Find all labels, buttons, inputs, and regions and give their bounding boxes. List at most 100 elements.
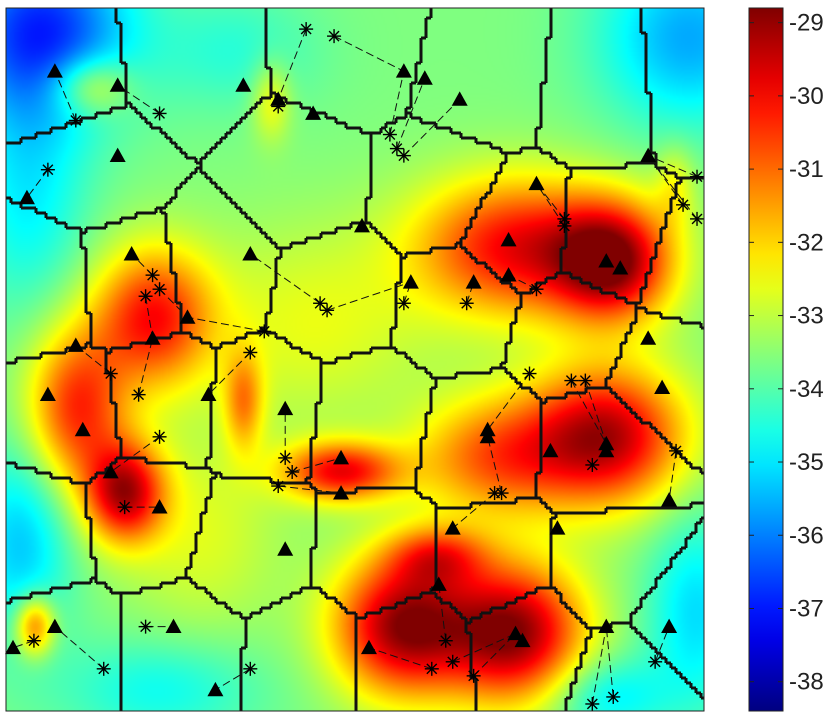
triangle-marker	[67, 337, 84, 352]
connection-line	[326, 281, 411, 311]
connection-line	[208, 352, 251, 396]
triangle-marker	[4, 639, 21, 655]
triangle-marker	[207, 681, 224, 697]
colorbar-tick-label: -38	[789, 669, 824, 696]
asterisk-marker	[445, 654, 460, 669]
connection-line	[647, 155, 698, 220]
asterisk-marker	[243, 345, 258, 360]
asterisk-marker	[522, 366, 537, 381]
triangle-marker	[144, 330, 161, 345]
asterisk-marker	[606, 689, 621, 704]
connection-line	[584, 380, 607, 445]
asterisk-marker	[424, 661, 439, 676]
triangle-marker	[353, 217, 370, 233]
triangle-marker	[444, 520, 461, 535]
triangle-marker	[123, 246, 140, 261]
colorbar-tick-label: -29	[789, 10, 824, 37]
triangle-marker	[200, 386, 217, 402]
asterisk-marker	[26, 633, 41, 648]
connection-line	[647, 155, 698, 178]
asterisk-marker	[96, 661, 111, 676]
asterisk-marker	[564, 373, 579, 388]
triangle-marker	[640, 330, 657, 345]
plot-frame	[5, 7, 705, 712]
connection-line	[570, 380, 607, 445]
colorbar: -29 -30 -31 -32 -33 -34 -35 -36 -37 -38	[748, 7, 824, 712]
asterisk-marker	[243, 661, 258, 676]
asterisk-marker	[557, 218, 572, 233]
asterisk-marker	[103, 366, 118, 381]
triangle-marker	[661, 618, 678, 634]
triangle-marker	[235, 77, 252, 92]
colorbar-tick-label: -30	[789, 83, 824, 110]
triangle-marker	[333, 485, 350, 500]
triangle-marker	[165, 618, 182, 634]
triangle-marker	[598, 442, 615, 458]
asterisk-marker	[138, 619, 153, 634]
plot-area	[4, 7, 705, 712]
connection-line	[647, 155, 684, 206]
connection-line	[389, 71, 405, 135]
triangle-marker	[360, 639, 377, 655]
triangle-marker	[465, 274, 482, 289]
asterisk-marker	[585, 696, 600, 711]
markers	[4, 22, 705, 711]
asterisk-marker	[690, 211, 705, 226]
triangle-marker	[305, 105, 322, 120]
colorbar-tick-label: -35	[789, 449, 824, 476]
triangle-marker	[612, 260, 629, 275]
asterisk-marker	[271, 479, 286, 494]
asterisk-marker	[285, 464, 300, 479]
asterisk-marker	[138, 289, 153, 304]
colorbar-tick-label: -32	[789, 229, 824, 256]
asterisk-marker	[396, 296, 411, 311]
triangle-marker	[46, 618, 63, 634]
asterisk-marker	[529, 282, 544, 297]
colorbar-ticks: -29 -30 -31 -32 -33 -34 -35 -36 -37 -38	[749, 10, 824, 696]
asterisk-marker	[152, 106, 167, 121]
connection-line	[473, 633, 516, 677]
colorbar-tick-label: -33	[789, 303, 824, 330]
triangle-marker	[542, 442, 559, 458]
connection-line	[54, 626, 105, 670]
triangle-marker	[416, 70, 433, 85]
voronoi-boundaries	[6, 8, 704, 711]
colorbar-gradient	[749, 8, 783, 711]
triangle-marker	[598, 253, 615, 268]
connection-line	[145, 296, 154, 339]
triangle-marker	[151, 499, 168, 514]
asterisk-marker	[299, 22, 314, 37]
asterisk-marker	[320, 303, 335, 318]
colorbar-frame	[748, 7, 784, 712]
asterisk-marker	[585, 457, 600, 472]
triangle-marker	[102, 463, 119, 479]
connection-line	[403, 99, 461, 156]
connection-line	[452, 492, 495, 529]
connection-line	[668, 450, 677, 501]
triangle-marker	[661, 492, 678, 507]
asterisk-marker	[382, 127, 397, 142]
asterisk-marker	[578, 373, 593, 388]
triangle-marker	[479, 421, 496, 437]
triangle-marker	[277, 541, 294, 556]
triangle-marker	[402, 274, 419, 289]
asterisk-marker	[669, 443, 684, 458]
triangle-marker	[514, 632, 531, 648]
colorbar-tick-label: -36	[789, 522, 824, 549]
connection-line	[54, 71, 77, 121]
triangle-marker	[18, 189, 35, 205]
asterisk-marker	[68, 113, 83, 128]
connection-line	[187, 316, 265, 332]
asterisk-marker	[40, 162, 55, 177]
connection-line	[215, 668, 251, 691]
connection-line	[277, 28, 307, 100]
asterisk-marker	[389, 141, 404, 156]
connection-line	[278, 485, 342, 494]
triangle-marker	[109, 77, 126, 92]
asterisk-marker	[131, 387, 146, 402]
asterisk-marker	[152, 429, 167, 444]
triangle-marker	[74, 421, 91, 437]
triangle-marker	[451, 91, 468, 106]
connection-line	[26, 169, 49, 199]
